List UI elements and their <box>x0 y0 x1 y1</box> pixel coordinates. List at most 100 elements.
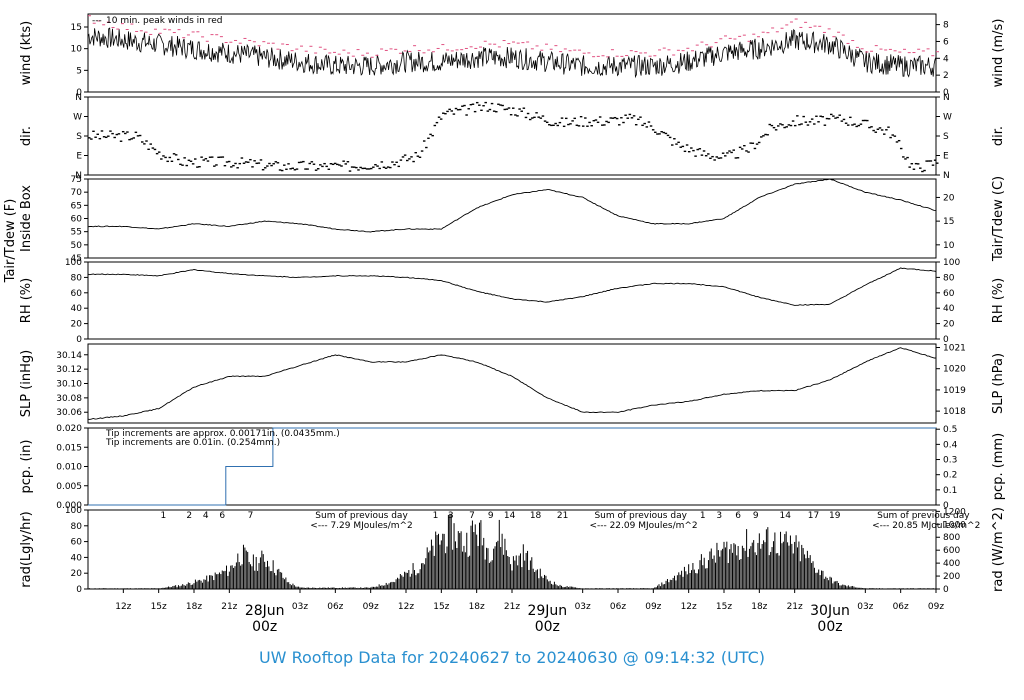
x-tick-label: 12z <box>115 602 131 612</box>
left-tick-label-temp: 75 <box>71 175 82 185</box>
rad-hour-mark: 4 <box>203 511 209 521</box>
rad-hour-mark: 3 <box>448 511 454 521</box>
right-tick-label-wind: 8 <box>943 21 949 31</box>
left-tick-label-dir: N <box>75 171 82 181</box>
right-tick-label-dir: S <box>943 132 949 142</box>
ylabel-right-rh: RH (%) <box>991 278 1006 323</box>
day-time-label: 00z <box>817 619 842 635</box>
ylabel-right-slp: SLP (hPa) <box>991 353 1006 414</box>
left-tick-label-temp: 65 <box>71 201 82 211</box>
right-tick-label-pcp: 0.2 <box>943 471 957 481</box>
left-tick-label-rad: 80 <box>71 522 83 532</box>
day-date-label: 29Jun <box>527 603 567 619</box>
right-tick-label-dir: E <box>943 152 949 162</box>
rad-hour-mark: 9 <box>753 511 759 521</box>
pcp-series-line <box>88 427 936 506</box>
x-tick-label: 06z <box>893 602 909 612</box>
x-tick-label: 09z <box>645 602 661 612</box>
left-tick-label-slp: 30.10 <box>56 380 82 390</box>
rad-sum-label: Sum of previous day <box>315 511 408 521</box>
ylabel-left-dir: dir. <box>19 126 34 146</box>
left-tick-label-wind: 15 <box>71 23 82 33</box>
pcp-note-tip: Tip increments are 0.01in. (0.254mm.) <box>105 438 280 448</box>
left-tick-label-dir: S <box>76 132 82 142</box>
left-tick-label-pcp: 0.000 <box>56 501 82 511</box>
rad-hour-mark: 7 <box>248 511 254 521</box>
right-tick-label-wind: 4 <box>943 54 949 64</box>
right-tick-label-rh: 80 <box>943 273 955 283</box>
right-tick-label-slp: 1021 <box>943 343 966 353</box>
rad-hour-mark: 6 <box>735 511 741 521</box>
x-tick-label: 18z <box>751 602 767 612</box>
right-tick-label-dir: N <box>943 93 950 103</box>
rad-hour-mark: 19 <box>829 511 841 521</box>
ylabel-left-rh: RH (%) <box>19 278 34 323</box>
left-tick-label-rad: 60 <box>71 538 83 548</box>
x-tick-label: 12z <box>681 602 697 612</box>
day-date-label: 28Jun <box>245 603 285 619</box>
ylabel-left2-temp: Inside Box <box>19 185 34 252</box>
ylabel-right-wind: wind (m/s) <box>991 19 1006 88</box>
right-tick-label-rad: 1200 <box>943 507 966 517</box>
panel-frame-wind <box>87 13 937 93</box>
rad-sum-label: Sum of previous day <box>877 511 970 521</box>
ylabel-right-dir: dir. <box>991 126 1006 146</box>
right-tick-label-pcp: 0 <box>943 501 949 511</box>
x-tick-label: 21z <box>787 602 803 612</box>
left-tick-label-rh: 40 <box>71 304 83 314</box>
left-tick-label-rad: 40 <box>71 553 83 563</box>
ylabel-right-pcp: pcp. (mm) <box>991 433 1006 500</box>
ylabel-left-slp: SLP (inHg) <box>19 350 34 418</box>
right-tick-label-wind: 0 <box>943 88 949 98</box>
x-tick-label: 15z <box>716 602 732 612</box>
rad-hour-mark: 1 <box>161 511 167 521</box>
right-tick-label-rh: 100 <box>943 258 960 268</box>
x-tick-label: 09z <box>928 602 944 612</box>
left-tick-label-slp: 30.12 <box>56 365 82 375</box>
left-tick-label-wind: 5 <box>76 66 82 76</box>
right-tick-label-dir: N <box>943 171 950 181</box>
ylabel-left-rad: rad(Lgly/hr) <box>19 511 34 587</box>
right-tick-label-rh: 40 <box>943 304 955 314</box>
left-tick-label-rad: 20 <box>71 569 83 579</box>
ylabel-left-temp: Tair/Tdew (F) <box>3 199 18 284</box>
left-tick-label-pcp: 0.005 <box>56 482 82 492</box>
left-tick-label-slp: 30.06 <box>56 408 82 418</box>
right-tick-label-rad: 800 <box>943 533 960 543</box>
wind-legend-dash: --- <box>92 16 102 26</box>
right-tick-label-rad: 1000 <box>943 520 966 530</box>
day-time-label: 00z <box>252 619 277 635</box>
x-tick-label: 06z <box>610 602 626 612</box>
rad-sum-value: <--- 7.29 MJoules/m^2 <box>310 521 412 531</box>
x-tick-label: 18z <box>186 602 202 612</box>
right-tick-label-wind: 2 <box>943 71 949 81</box>
wind-series-line <box>87 27 937 79</box>
x-tick-label: 03z <box>575 602 591 612</box>
left-tick-label-wind: 0 <box>76 88 82 98</box>
left-tick-label-dir: N <box>75 93 82 103</box>
right-tick-label-slp: 1020 <box>943 365 966 375</box>
right-tick-label-slp: 1018 <box>943 407 966 417</box>
right-tick-label-rh: 60 <box>943 289 955 299</box>
x-tick-label: 09z <box>363 602 379 612</box>
right-tick-label-temp: 15 <box>943 217 954 227</box>
ylabel-right-rad: rad (W/m^2) <box>991 507 1006 592</box>
right-tick-label-rh: 20 <box>943 320 955 330</box>
right-tick-label-pcp: 0.5 <box>943 425 957 435</box>
rad-hour-mark: 3 <box>716 511 722 521</box>
right-tick-label-rh: 0 <box>943 335 949 345</box>
x-tick-label: 03z <box>857 602 873 612</box>
left-tick-label-slp: 30.08 <box>56 394 82 404</box>
right-tick-label-dir: W <box>943 113 952 123</box>
day-time-label: 00z <box>535 619 560 635</box>
left-tick-label-rh: 0 <box>76 335 82 345</box>
ylabel-left-pcp: pcp. (in) <box>19 440 34 494</box>
rad-hour-mark: 14 <box>504 511 516 521</box>
left-tick-label-dir: E <box>76 152 82 162</box>
slp-series-line <box>87 347 937 420</box>
panel-frame-rh <box>87 261 937 340</box>
x-tick-label: 21z <box>221 602 237 612</box>
x-tick-label: 06z <box>327 602 343 612</box>
left-tick-label-dir: W <box>73 113 82 123</box>
